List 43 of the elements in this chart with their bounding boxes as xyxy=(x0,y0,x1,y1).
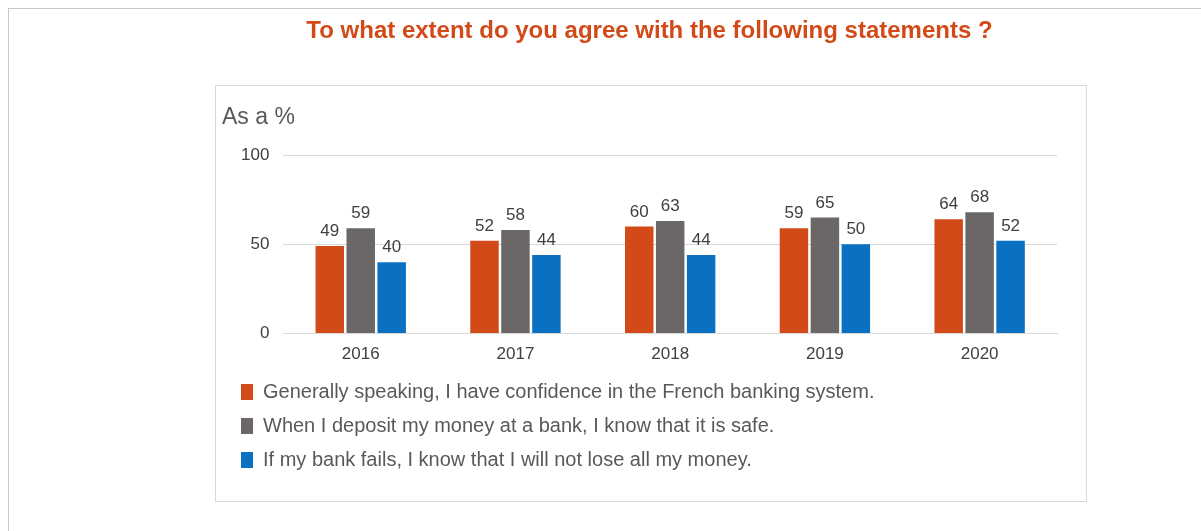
bar xyxy=(686,255,716,334)
data-label: 52 xyxy=(1001,215,1021,235)
y-tick-label: 50 xyxy=(250,233,270,253)
bar xyxy=(810,217,840,334)
legend-label: If my bank fails, I know that I will not lose all my money. xyxy=(263,447,752,470)
x-tick-label: 2018 xyxy=(651,344,690,364)
data-label: 49 xyxy=(320,221,340,241)
x-tick-label: 2019 xyxy=(806,344,844,364)
data-label: 44 xyxy=(691,230,711,250)
bar xyxy=(841,244,871,334)
bar xyxy=(965,212,994,334)
y-axis-title: As a % xyxy=(222,103,295,130)
bar xyxy=(779,228,809,334)
data-label: 59 xyxy=(784,203,804,223)
data-label: 52 xyxy=(475,215,494,235)
x-tick-label: 2017 xyxy=(496,344,535,364)
legend-label: Generally speaking, I have confidence in the French banking system. xyxy=(263,379,875,402)
data-label: 59 xyxy=(351,203,371,223)
data-label: 40 xyxy=(382,237,402,257)
bar xyxy=(655,221,685,334)
data-label: 65 xyxy=(815,192,835,212)
data-label: 50 xyxy=(846,219,866,239)
bar xyxy=(532,255,561,334)
bar xyxy=(625,226,654,334)
chart-title: To what extent do you agree with the following statements ? xyxy=(305,16,994,44)
bar xyxy=(315,246,345,334)
data-label: 64 xyxy=(939,194,959,214)
data-label: 60 xyxy=(629,201,649,221)
data-label: 44 xyxy=(536,230,556,250)
data-label: 58 xyxy=(505,205,525,225)
bar xyxy=(934,219,963,334)
x-tick-label: 2020 xyxy=(960,344,999,364)
bar xyxy=(470,240,499,334)
bar xyxy=(501,230,530,334)
legend-label: When I deposit my money at a bank, I know that it is safe. xyxy=(263,413,775,436)
bar xyxy=(377,262,406,334)
bar xyxy=(996,240,1025,334)
y-tick-label: 100 xyxy=(240,144,270,164)
x-tick-label: 2016 xyxy=(341,344,380,364)
y-tick-label: 0 xyxy=(259,323,270,343)
bar xyxy=(346,228,375,334)
data-label: 68 xyxy=(970,187,990,207)
data-label: 63 xyxy=(660,196,680,216)
